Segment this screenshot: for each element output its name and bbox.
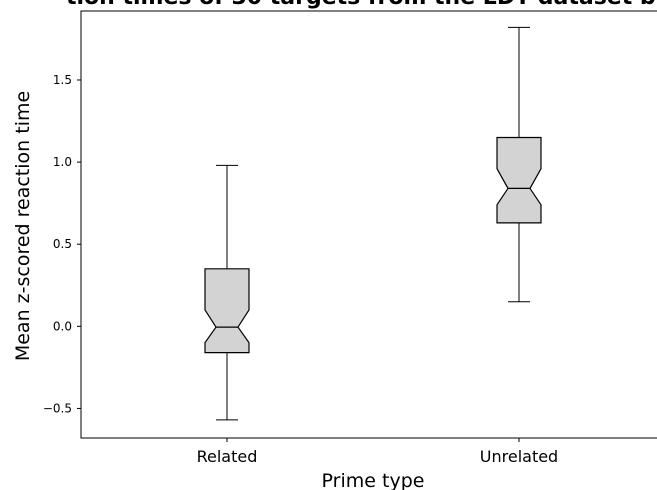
y-axis: −0.5 0.0 0.5 1.0 1.5	[43, 73, 81, 415]
chart-title: tion times of 30 targets from the LDT da…	[66, 0, 657, 10]
x-axis: Related Unrelated	[197, 438, 558, 466]
box-unrelated	[496, 136, 542, 224]
x-category-label: Unrelated	[480, 447, 558, 466]
plot-area	[80, 10, 657, 439]
box-related	[204, 268, 250, 354]
y-tick-label: 0.5	[53, 237, 72, 251]
y-tick-label: 1.0	[53, 155, 72, 169]
y-axis-title: Mean z-scored reaction time	[12, 91, 34, 361]
x-category-label: Related	[197, 447, 258, 466]
boxes-group	[204, 26, 542, 421]
y-tick-label: −0.5	[43, 401, 72, 415]
y-tick-label: 1.5	[53, 73, 72, 87]
x-axis-title: Prime type	[322, 470, 425, 490]
y-tick-label: 0.0	[53, 319, 72, 333]
